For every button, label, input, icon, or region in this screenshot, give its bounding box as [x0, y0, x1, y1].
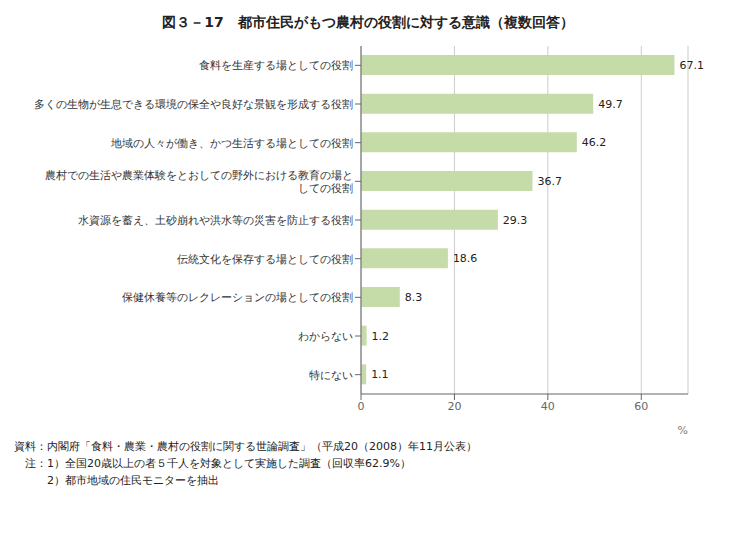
- svg-text:67.1: 67.1: [679, 59, 704, 72]
- svg-text:40: 40: [541, 400, 555, 413]
- svg-text:わからない: わからない: [298, 330, 353, 343]
- svg-text:保健休養等のレクレーションの場としての役割: 保健休養等のレクレーションの場としての役割: [122, 291, 353, 304]
- svg-text:食料を生産する場としての役割: 食料を生産する場としての役割: [199, 59, 353, 72]
- svg-text:伝統文化を保存する場としての役割: 伝統文化を保存する場としての役割: [177, 252, 353, 265]
- svg-text:49.7: 49.7: [598, 98, 623, 111]
- svg-text:36.7: 36.7: [537, 175, 562, 188]
- svg-text:20: 20: [447, 400, 461, 413]
- svg-text:特にない: 特にない: [309, 368, 353, 381]
- svg-text:1.1: 1.1: [371, 368, 389, 381]
- html-text:2）都市地域の住民モニターを抽出: 2）都市地域の住民モニターを抽出: [14, 474, 219, 487]
- svg-text:0: 0: [358, 400, 365, 413]
- svg-text:8.3: 8.3: [405, 291, 423, 304]
- html-text:図３－17 都市住民がもつ農村の役割に対する意識（複数回答）: 図３－17 都市住民がもつ農村の役割に対する意識（複数回答）: [162, 14, 574, 30]
- svg-text:60: 60: [634, 400, 648, 413]
- svg-text:18.6: 18.6: [453, 252, 478, 265]
- svg-text:地域の人々が働き、かつ生活する場としての役割: 地域の人々が働き、かつ生活する場としての役割: [110, 136, 353, 149]
- svg-text:1.2: 1.2: [372, 330, 390, 343]
- svg-text:水資源を蓄え、土砂崩れや洪水等の災害を防止する役割: 水資源を蓄え、土砂崩れや洪水等の災害を防止する役割: [78, 214, 353, 227]
- html-text:注：1）全国20歳以上の者５千人を対象として実施した調査（回: 注：1）全国20歳以上の者５千人を対象として実施した調査（回収率62.9%）: [14, 457, 411, 470]
- svg-text:46.2: 46.2: [582, 136, 607, 149]
- svg-text:多くの生物が生息できる環境の保全や良好な景観を形成する役割: 多くの生物が生息できる環境の保全や良好な景観を形成する役割: [34, 98, 353, 111]
- svg-text:農村での生活や農業体験をとおしての野外における教育の場として: 農村での生活や農業体験をとおしての野外における教育の場としての役割: [45, 168, 353, 194]
- html-text:資料：内閣府「食料・農業・農村の役割に関する世論調査」（平成: 資料：内閣府「食料・農業・農村の役割に関する世論調査」（平成20（2008）年1…: [14, 440, 477, 453]
- svg-text:29.3: 29.3: [503, 214, 528, 227]
- svg-text:%: %: [678, 424, 688, 437]
